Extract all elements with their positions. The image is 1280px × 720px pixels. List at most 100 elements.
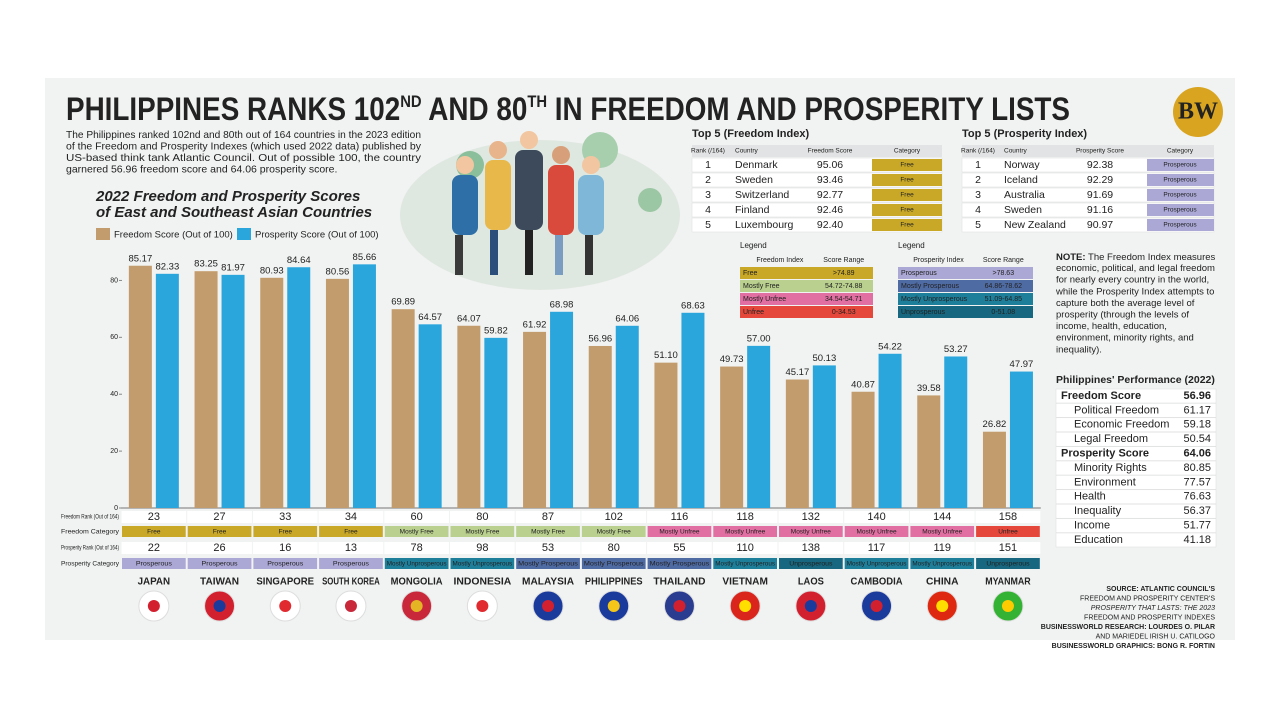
legend-range-label: Mostly Unfree	[743, 296, 786, 303]
row-band	[581, 542, 647, 554]
bar	[484, 337, 508, 508]
top5-cell: 4	[705, 204, 711, 216]
value-label: 68.98	[550, 299, 574, 310]
prosperity-rank: 53	[542, 542, 554, 554]
top5-header: Prosperity Score	[1076, 148, 1124, 155]
legend-range: 34.54-54.71	[825, 296, 862, 303]
bar	[550, 311, 574, 508]
freedom-category-cell	[384, 526, 449, 537]
prosperity-category: Prosperous	[136, 561, 173, 568]
freedom-category-cell	[976, 526, 1040, 537]
title-part: AND 80	[422, 91, 528, 127]
prosperity-category: Unprosperous	[789, 561, 833, 568]
legend-swatch	[96, 228, 110, 240]
freedom-rank: 27	[213, 511, 225, 523]
logo: BW	[1178, 99, 1218, 125]
prosperity-category-cell	[516, 558, 580, 569]
value-label: 61.92	[523, 319, 547, 330]
prosperity-category: Mostly Unprosperous	[453, 561, 513, 568]
freedom-category: Free	[279, 529, 293, 536]
performance-value: 59.18	[1183, 419, 1211, 431]
legend-header: Freedom Index	[756, 257, 804, 264]
top5-cell: Free	[900, 207, 914, 214]
legend-range-label: Mostly Prosperous	[901, 283, 959, 290]
top5-cell: 2	[975, 174, 981, 186]
performance-label: Income	[1074, 520, 1110, 532]
value-label: 82.33	[155, 261, 179, 272]
prosperity-rank: 16	[279, 542, 291, 554]
x-tick-label: MALAYSIA	[522, 577, 574, 588]
prosperity-category-cell	[122, 558, 186, 569]
flag-emblem	[279, 600, 292, 612]
performance-label: Education	[1074, 534, 1123, 546]
y-tick-label: 80	[110, 277, 118, 284]
top5-cell: Prosperous	[1163, 207, 1197, 214]
top5-header: Category	[1167, 148, 1194, 155]
row-band	[712, 542, 778, 554]
x-tick-label: JAPAN	[138, 577, 171, 588]
performance-label: Freedom Score	[1061, 390, 1141, 402]
prosperity-category: Mostly Prosperous	[584, 561, 645, 568]
prosperity-category: Mostly Unprosperous	[715, 561, 775, 568]
prosperity-rank: 119	[933, 542, 951, 554]
top5-cell: Australia	[1004, 189, 1045, 201]
top5-cell: 5	[975, 219, 981, 231]
performance-label: Environment	[1074, 476, 1136, 488]
top5-cell: Sweden	[735, 174, 773, 186]
title-part: IN FREEDOM AND PROSPERITY LISTS	[547, 91, 1070, 127]
top5-cell: Prosperous	[1163, 177, 1197, 184]
performance-row	[1055, 532, 1217, 548]
value-label: 26.82	[983, 419, 1007, 430]
bar	[128, 265, 152, 508]
top5-title: Top 5 (Prosperity Index)	[962, 128, 1087, 140]
flag-emblem	[213, 600, 226, 612]
row-band	[121, 511, 187, 523]
row-band	[318, 542, 384, 554]
freedom-category-cell	[910, 526, 975, 537]
intro-line: US-based think tank Atlantic Council. Ou…	[66, 152, 422, 164]
freedom-rank: 80	[476, 511, 488, 523]
value-label: 50.13	[812, 353, 836, 364]
performance-row	[1055, 475, 1217, 490]
flag-emblem	[1001, 600, 1014, 612]
flag-emblem	[607, 600, 620, 612]
x-tick-label: SINGAPORE	[256, 577, 314, 588]
freedom-category: Mostly Unfree	[922, 529, 962, 536]
freedom-category-cell	[122, 526, 186, 537]
legend-range: 51.09-64.85	[985, 296, 1022, 303]
value-label: 57.00	[747, 333, 771, 344]
chart-title: of East and Southeast Asian Countries	[96, 204, 372, 221]
prosperity-category-cell	[253, 558, 318, 569]
freedom-rank: 33	[279, 511, 291, 523]
row-band	[647, 511, 712, 523]
prosperity-category: Prosperous	[333, 561, 370, 568]
legend-range-label: Unfree	[743, 309, 764, 316]
prosperity-rank: 26	[213, 542, 225, 554]
bar	[325, 278, 349, 508]
x-tick-label: VIETNAM	[722, 577, 768, 588]
illustration	[400, 131, 680, 290]
top5-cell: Luxembourg	[735, 219, 794, 231]
prosperity-category: Mostly Unprosperous	[912, 561, 972, 568]
top5-category-cell	[1147, 189, 1214, 201]
row-label: Prosperity Rank (Out of 164)	[61, 545, 119, 552]
legend-header: Score Range	[983, 257, 1024, 264]
bar	[917, 395, 941, 508]
x-tick-label: PHILIPPINES	[585, 577, 643, 588]
logo-badge	[1173, 87, 1223, 137]
top5-cell: 1	[705, 159, 711, 171]
prosperity-rank: 78	[411, 542, 423, 554]
prosperity-rank: 55	[673, 542, 685, 554]
bar	[457, 325, 481, 508]
source-line: SOURCE: ATLANTIC COUNCIL'S	[1106, 586, 1215, 593]
bar	[523, 331, 547, 508]
y-tick-label: 20	[110, 448, 118, 455]
prosperity-rank: 138	[802, 542, 820, 554]
freedom-category: Mostly Free	[531, 529, 565, 536]
y-tick-label: 40	[110, 391, 118, 398]
freedom-rank: 140	[867, 511, 885, 523]
title: PHILIPPINES RANKS 102ND AND 80TH IN FREE…	[66, 91, 1070, 127]
performance-row	[1055, 446, 1217, 461]
x-tick-label: LAOS	[798, 577, 824, 588]
top5-cell: 92.77	[817, 189, 843, 201]
